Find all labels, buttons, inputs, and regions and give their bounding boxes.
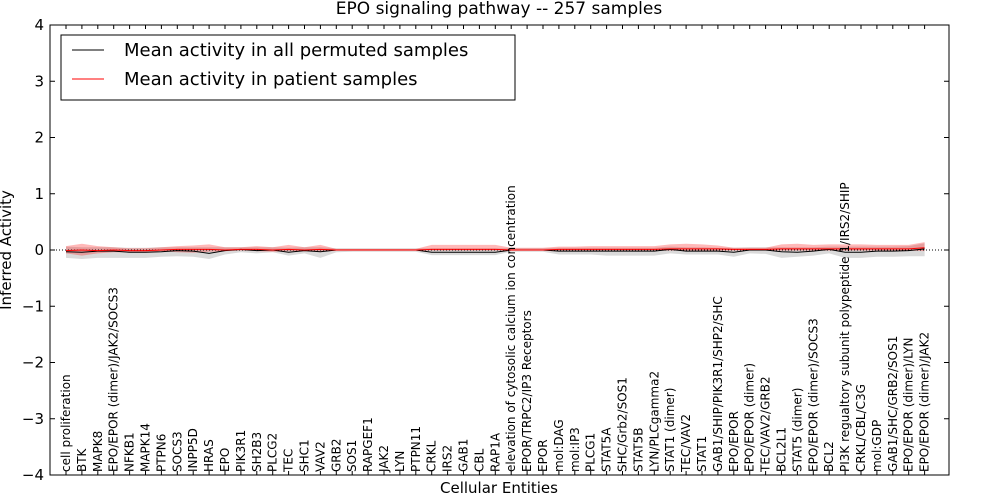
legend-label: Mean activity in all permuted samples: [124, 40, 468, 61]
x-tick-label: TEC/VAV2: [679, 414, 693, 473]
x-tick-label: SHC1: [298, 439, 312, 472]
x-tick-label: STAT5B: [631, 428, 645, 473]
x-tick-label: VAV2: [313, 441, 327, 472]
x-tick-label: CRKL/CBL/C3G: [854, 384, 868, 472]
x-tick-label: RAP1A: [488, 432, 502, 472]
legend: Mean activity in all permuted samples Mea…: [60, 34, 516, 101]
x-tick-label: BTK: [75, 447, 89, 472]
x-tick-label: LYN/PLCgamma2: [647, 371, 661, 472]
band-permuted: [66, 243, 925, 259]
band-patient: [66, 242, 925, 256]
x-tick-label: GAB1/SHIP/PIK3R1/SHP2/SHC: [711, 296, 725, 472]
x-tick-label: RAPGEF1: [361, 417, 375, 472]
x-tick-label: EPO/EPOR (dimer)/LYN: [902, 338, 916, 472]
x-tick-label: EPOR: [536, 439, 550, 472]
x-tick-label: SOCS3: [170, 431, 184, 472]
x-tick-label: SOS1: [345, 440, 359, 472]
x-tick-label: MAPK8: [91, 431, 105, 472]
x-tick-label: MAPK14: [139, 423, 153, 472]
x-tick-label: TEC/VAV2/GRB2: [759, 376, 773, 473]
y-tick-label: −2: [22, 354, 44, 372]
y-axis: −4 −3 −2 −1 0 1 2 3 4: [22, 16, 949, 484]
y-tick-label: −1: [22, 297, 44, 315]
y-axis-label: Inferred Activity: [0, 190, 15, 310]
x-tick-label: LYN: [393, 451, 407, 472]
x-tick-label: PLCG1: [584, 433, 598, 472]
x-tick-label: HRAS: [202, 439, 216, 472]
y-tick-label: −4: [22, 466, 44, 484]
x-tick-label: EPO/EPOR (dimer)/JAK2: [918, 332, 932, 472]
x-tick-label: SHC/Grb2/SOS1: [616, 377, 630, 472]
y-tick-label: 1: [34, 185, 44, 203]
series-line-patient: [65, 247, 925, 252]
x-tick-label: EPO: [218, 448, 232, 472]
x-tick-label: EPO/EPOR (dimer): [743, 363, 757, 472]
y-tick-label: 3: [34, 72, 44, 90]
confidence-bands: [66, 242, 925, 259]
x-tick-label: mol:DAG: [552, 419, 566, 472]
x-tick-label: STAT1: [695, 436, 709, 472]
x-tick-label: mol:IP3: [568, 427, 582, 472]
x-tick-label: EPO/EPOR: [727, 411, 741, 472]
y-tick-label: 4: [34, 16, 44, 34]
x-tick-label: GAB1/SHC/GRB2/SOS1: [886, 336, 900, 472]
y-tick-label: −3: [22, 410, 44, 428]
x-tick-label: cell proliferation: [59, 374, 73, 472]
x-axis: cell proliferation BTK MAPK8 EPO/EPOR (dime…: [59, 25, 932, 475]
x-tick-label: GRB2: [329, 438, 343, 472]
x-tick-label: CBL: [472, 448, 486, 472]
x-tick-label: PTPN6: [154, 434, 168, 472]
chart-title: EPO signaling pathway -- 257 samples: [336, 0, 663, 19]
x-tick-label: TEC: [282, 449, 296, 473]
x-tick-label: INPP5D: [186, 428, 200, 472]
x-tick-label: JAK2: [377, 445, 391, 473]
x-tick-label: IRS2: [441, 445, 455, 472]
series-lines: [65, 247, 925, 254]
x-tick-label: mol:GDP: [870, 420, 884, 472]
x-tick-label: EPO/EPOR (dimer)/SOCS3: [806, 318, 820, 472]
x-tick-label: BCL2: [822, 441, 836, 472]
x-tick-label: CRKL: [425, 440, 439, 472]
x-tick-label: PLCG2: [266, 433, 280, 472]
x-tick-label: PI3K regualtory subunit polypeptide 1/IR…: [838, 182, 852, 472]
x-tick-label: PIK3R1: [234, 430, 248, 472]
x-tick-label: GAB1: [457, 439, 471, 472]
x-tick-label: STAT1 (dimer): [663, 388, 677, 472]
x-tick-label: elevation of cytosolic calcium ion conce…: [504, 185, 518, 472]
x-tick-label: PTPN11: [409, 426, 423, 472]
legend-box: [60, 34, 516, 101]
x-tick-label: EPO/EPOR (dimer)/JAK2/SOCS3: [107, 287, 121, 472]
x-tick-label: EPOR/TRPC2/IP3 Receptors: [520, 310, 534, 472]
x-tick-label: SH2B3: [250, 432, 264, 472]
y-tick-label: 0: [34, 241, 44, 259]
y-tick-label: 2: [34, 129, 44, 147]
series-line-permuted: [65, 248, 925, 254]
x-axis-label: Cellular Entities: [440, 479, 558, 497]
x-tick-label: STAT5A: [600, 427, 614, 472]
legend-label: Mean activity in patient samples: [124, 69, 418, 90]
x-tick-label: STAT5 (dimer): [790, 388, 804, 472]
x-tick-label: NFKB1: [123, 432, 137, 472]
x-tick-label: BCL2L1: [775, 427, 789, 472]
